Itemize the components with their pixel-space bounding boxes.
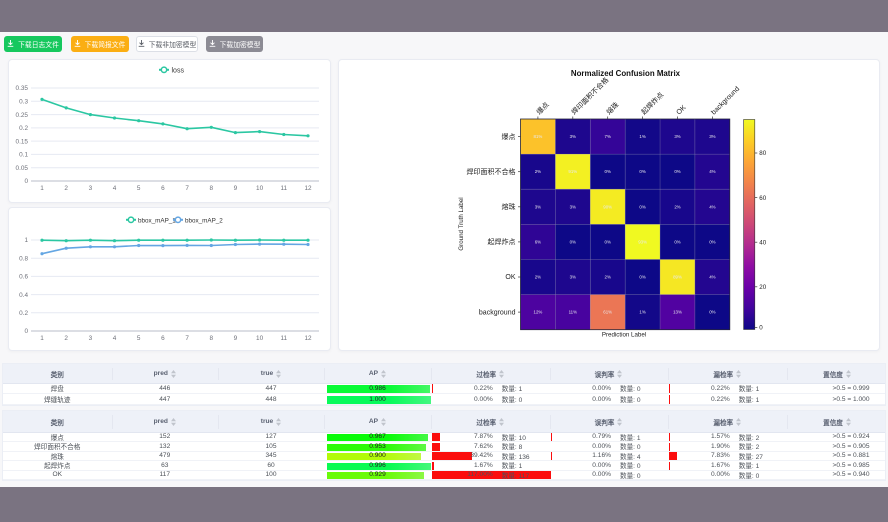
- svg-text:2%: 2%: [535, 275, 541, 280]
- svg-text:Prediction Label: Prediction Label: [602, 332, 646, 339]
- svg-text:0.05: 0.05: [16, 165, 29, 172]
- svg-text:OK: OK: [505, 274, 515, 281]
- svg-text:2%: 2%: [605, 275, 611, 280]
- svg-text:0%: 0%: [639, 275, 645, 280]
- svg-text:4%: 4%: [709, 275, 715, 280]
- svg-text:0%: 0%: [639, 204, 645, 209]
- svg-text:3: 3: [89, 335, 93, 342]
- svg-text:10: 10: [256, 335, 264, 342]
- svg-text:0%: 0%: [639, 169, 645, 174]
- svg-text:熔珠: 熔珠: [502, 202, 516, 211]
- svg-text:0.25: 0.25: [16, 112, 29, 119]
- svg-text:2: 2: [64, 185, 68, 192]
- svg-text:3%: 3%: [535, 204, 541, 209]
- svg-text:9: 9: [234, 335, 238, 342]
- svg-text:0.4: 0.4: [19, 292, 28, 299]
- svg-text:5: 5: [137, 185, 141, 192]
- svg-text:3%: 3%: [570, 275, 576, 280]
- svg-text:焊印面积不合格: 焊印面积不合格: [467, 167, 516, 176]
- svg-text:1%: 1%: [639, 310, 645, 315]
- svg-text:0%: 0%: [709, 239, 715, 244]
- svg-text:0: 0: [24, 328, 28, 335]
- svg-text:0.35: 0.35: [16, 85, 29, 92]
- svg-text:12: 12: [304, 185, 312, 192]
- svg-text:background: background: [710, 86, 741, 117]
- svg-text:爆点: 爆点: [534, 100, 550, 116]
- svg-text:20: 20: [759, 284, 766, 291]
- svg-text:40: 40: [759, 239, 766, 246]
- svg-text:4: 4: [113, 185, 117, 192]
- svg-text:0%: 0%: [674, 239, 680, 244]
- svg-text:61%: 61%: [603, 310, 612, 315]
- svg-text:1: 1: [40, 335, 44, 342]
- svg-text:13%: 13%: [673, 310, 682, 315]
- svg-text:0.8: 0.8: [19, 255, 28, 262]
- svg-text:0.2: 0.2: [19, 125, 28, 132]
- svg-text:7: 7: [185, 335, 189, 342]
- svg-text:0.6: 0.6: [19, 274, 28, 281]
- svg-text:7%: 7%: [605, 134, 611, 139]
- svg-text:0.3: 0.3: [19, 99, 28, 106]
- svg-text:9: 9: [234, 185, 238, 192]
- svg-text:0.2: 0.2: [19, 310, 28, 317]
- svg-text:6%: 6%: [535, 239, 541, 244]
- svg-text:1%: 1%: [639, 134, 645, 139]
- svg-text:2%: 2%: [674, 204, 680, 209]
- svg-text:2: 2: [64, 335, 68, 342]
- svg-text:91%: 91%: [568, 169, 577, 174]
- svg-text:3%: 3%: [570, 204, 576, 209]
- svg-text:8: 8: [210, 185, 214, 192]
- svg-text:11: 11: [280, 335, 287, 342]
- svg-text:89%: 89%: [673, 275, 682, 280]
- svg-text:81%: 81%: [534, 134, 543, 139]
- svg-text:0.1: 0.1: [19, 152, 28, 159]
- svg-text:0: 0: [24, 178, 28, 185]
- svg-text:熔珠: 熔珠: [604, 100, 620, 116]
- svg-text:Ground Truth Label: Ground Truth Label: [458, 197, 465, 250]
- svg-text:焊印面积不合格: 焊印面积不合格: [569, 75, 610, 116]
- svg-text:5: 5: [137, 335, 141, 342]
- svg-text:3: 3: [89, 185, 93, 192]
- svg-text:bbox_mAP_1: bbox_mAP_1: [138, 217, 176, 224]
- svg-text:0%: 0%: [674, 169, 680, 174]
- svg-text:4%: 4%: [709, 204, 715, 209]
- svg-text:11%: 11%: [569, 310, 578, 315]
- svg-text:4: 4: [113, 335, 117, 342]
- svg-text:1: 1: [40, 185, 44, 192]
- svg-text:60: 60: [759, 195, 766, 202]
- svg-text:Normalized Confusion Matrix: Normalized Confusion Matrix: [571, 69, 681, 78]
- svg-text:90%: 90%: [603, 204, 612, 209]
- svg-text:12%: 12%: [534, 310, 543, 315]
- svg-text:1: 1: [24, 237, 28, 244]
- svg-text:爆点: 爆点: [502, 132, 516, 141]
- svg-text:6: 6: [161, 185, 165, 192]
- svg-text:0%: 0%: [570, 239, 576, 244]
- svg-text:loss: loss: [172, 67, 185, 74]
- svg-text:4%: 4%: [709, 169, 715, 174]
- svg-text:3%: 3%: [570, 134, 576, 139]
- svg-text:bbox_mAP_2: bbox_mAP_2: [185, 217, 223, 224]
- svg-text:7: 7: [185, 185, 189, 192]
- svg-text:3%: 3%: [709, 134, 715, 139]
- svg-text:12: 12: [304, 335, 312, 342]
- svg-text:起焊炸点: 起焊炸点: [488, 237, 516, 246]
- svg-text:0.15: 0.15: [16, 138, 29, 145]
- svg-text:8: 8: [210, 335, 214, 342]
- svg-text:10: 10: [256, 185, 264, 192]
- svg-text:11: 11: [280, 185, 287, 192]
- svg-text:0%: 0%: [605, 169, 611, 174]
- svg-text:0%: 0%: [709, 310, 715, 315]
- svg-text:93%: 93%: [638, 239, 647, 244]
- svg-text:0: 0: [759, 325, 763, 332]
- svg-text:3%: 3%: [674, 134, 680, 139]
- svg-text:6: 6: [161, 335, 165, 342]
- svg-text:0%: 0%: [605, 239, 611, 244]
- svg-text:2%: 2%: [535, 169, 541, 174]
- svg-text:OK: OK: [675, 104, 687, 116]
- svg-text:background: background: [479, 309, 516, 316]
- svg-text:起焊炸点: 起焊炸点: [639, 90, 665, 116]
- svg-text:80: 80: [759, 150, 766, 157]
